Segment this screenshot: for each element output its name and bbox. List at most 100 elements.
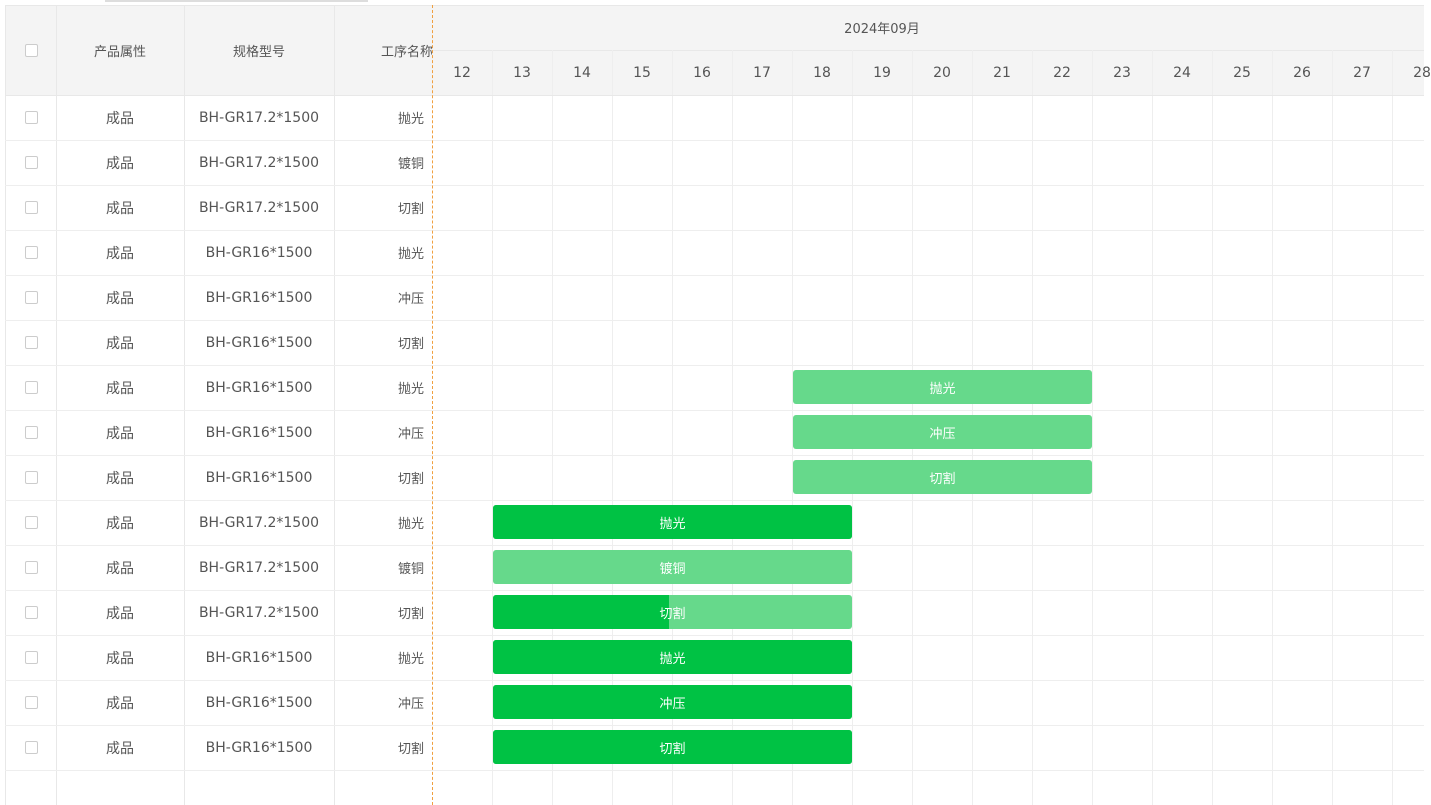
- day-label: 14: [573, 64, 591, 81]
- process-cell: 切割: [397, 472, 424, 487]
- row-checkbox[interactable]: [25, 336, 38, 349]
- row-line: [5, 455, 1424, 456]
- row-checkbox[interactable]: [25, 561, 38, 574]
- task-bar[interactable]: 抛光: [493, 505, 852, 539]
- row-checkbox[interactable]: [25, 156, 38, 169]
- day-grid-line: [1212, 50, 1213, 805]
- attribute-cell: 成品: [106, 245, 134, 262]
- day-grid-line: [1392, 50, 1393, 805]
- split-line: [432, 5, 433, 805]
- row-checkbox[interactable]: [25, 606, 38, 619]
- row-line: [5, 500, 1424, 501]
- row-checkbox[interactable]: [25, 381, 38, 394]
- day-label: 27: [1353, 64, 1371, 81]
- day-label: 13: [513, 64, 531, 81]
- day-label: 21: [993, 64, 1011, 81]
- progress-fill: [493, 595, 669, 629]
- bar-label: 镀铜: [659, 561, 686, 577]
- row-line: [5, 230, 1424, 231]
- spec-cell: BH-GR16*1500: [205, 244, 313, 261]
- spec-cell: BH-GR16*1500: [205, 289, 313, 306]
- spec-cell: BH-GR17.2*1500: [198, 514, 320, 531]
- progress-fill: [493, 730, 852, 764]
- day-label: 25: [1233, 64, 1251, 81]
- day-grid-line: [672, 50, 673, 805]
- task-bar[interactable]: 抛光: [793, 370, 1092, 404]
- day-grid-line: [1092, 50, 1093, 805]
- spec-cell: BH-GR17.2*1500: [198, 109, 320, 126]
- row-line: [5, 725, 1424, 726]
- attribute-cell: 成品: [106, 110, 134, 127]
- day-label: 17: [753, 64, 771, 81]
- bar-label: 抛光: [929, 381, 956, 397]
- process-cell: 抛光: [397, 112, 424, 127]
- row-checkbox[interactable]: [25, 516, 38, 529]
- day-label: 22: [1053, 64, 1071, 81]
- row-checkbox[interactable]: [25, 741, 38, 754]
- header-checkbox[interactable]: [25, 44, 38, 57]
- day-label: 24: [1173, 64, 1191, 81]
- day-label: 23: [1113, 64, 1131, 81]
- task-bar[interactable]: 切割: [493, 730, 852, 764]
- spec-cell: BH-GR16*1500: [205, 424, 313, 441]
- column-header: 工序名称: [380, 44, 433, 60]
- day-grid-line: [1152, 50, 1153, 805]
- process-cell: 切割: [397, 337, 424, 352]
- process-cell: 切割: [397, 742, 424, 757]
- day-grid-line: [1332, 50, 1333, 805]
- row-line: [5, 635, 1424, 636]
- bar-label: 抛光: [659, 516, 686, 532]
- row-checkbox[interactable]: [25, 696, 38, 709]
- row-line: [5, 185, 1424, 186]
- spec-cell: BH-GR16*1500: [205, 469, 313, 486]
- spec-cell: BH-GR17.2*1500: [198, 199, 320, 216]
- row-checkbox[interactable]: [25, 111, 38, 124]
- process-cell: 镀铜: [397, 157, 424, 172]
- attribute-cell: 成品: [106, 740, 134, 757]
- spec-cell: BH-GR17.2*1500: [198, 154, 320, 171]
- attribute-cell: 成品: [106, 425, 134, 442]
- column-divider: [184, 5, 185, 805]
- row-line: [5, 365, 1424, 366]
- row-line: [5, 770, 1424, 771]
- day-label: 18: [813, 64, 831, 81]
- left-border: [5, 95, 6, 805]
- attribute-cell: 成品: [106, 515, 134, 532]
- row-checkbox[interactable]: [25, 201, 38, 214]
- spec-cell: BH-GR17.2*1500: [198, 604, 320, 621]
- attribute-cell: 成品: [106, 380, 134, 397]
- row-line: [5, 680, 1424, 681]
- row-checkbox[interactable]: [25, 291, 38, 304]
- task-bar[interactable]: 切割: [793, 460, 1092, 494]
- row-checkbox[interactable]: [25, 471, 38, 484]
- row-line: [5, 410, 1424, 411]
- process-cell: 冲压: [397, 292, 424, 307]
- row-line: [5, 140, 1424, 141]
- process-cell: 冲压: [397, 427, 424, 442]
- process-cell: 抛光: [397, 382, 424, 397]
- bar-label: 冲压: [659, 696, 686, 712]
- spec-cell: BH-GR16*1500: [205, 739, 313, 756]
- column-header: 产品属性: [93, 44, 146, 60]
- process-cell: 抛光: [397, 652, 424, 667]
- task-bar[interactable]: 切割: [493, 595, 852, 629]
- process-cell: 切割: [397, 202, 424, 217]
- header-divider: [432, 50, 1424, 51]
- task-bar[interactable]: 镀铜: [493, 550, 852, 584]
- bar-label: 抛光: [659, 651, 686, 667]
- row-checkbox[interactable]: [25, 651, 38, 664]
- process-cell: 切割: [397, 607, 424, 622]
- spec-cell: BH-GR16*1500: [205, 379, 313, 396]
- day-label: 19: [873, 64, 891, 81]
- task-bar[interactable]: 冲压: [793, 415, 1092, 449]
- bar-label: 切割: [659, 606, 686, 622]
- row-line: [5, 545, 1424, 546]
- attribute-cell: 成品: [106, 605, 134, 622]
- row-checkbox[interactable]: [25, 426, 38, 439]
- task-bar[interactable]: 抛光: [493, 640, 852, 674]
- day-grid-line: [552, 50, 553, 805]
- task-bar[interactable]: 冲压: [493, 685, 852, 719]
- scrollbar[interactable]: [105, 0, 368, 2]
- row-checkbox[interactable]: [25, 246, 38, 259]
